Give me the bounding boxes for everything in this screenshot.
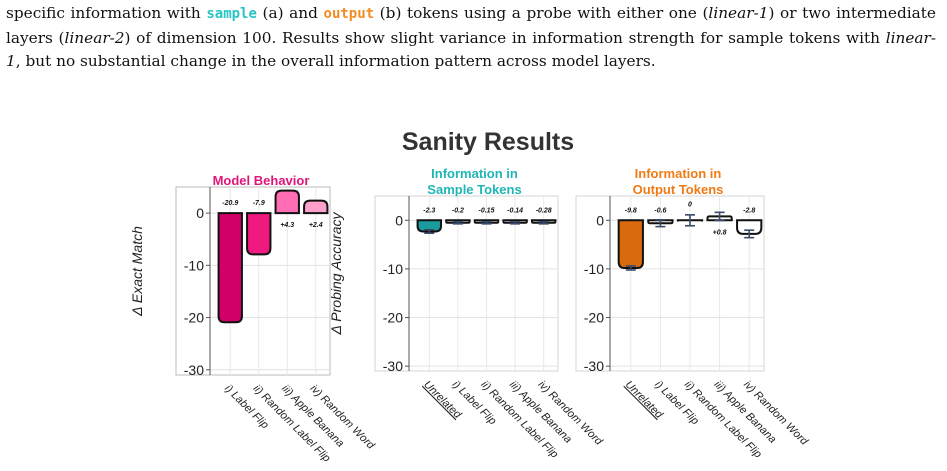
figure-caption: specific information with sample (a) and…: [6, 2, 936, 74]
caption-text-1: specific information with: [6, 4, 207, 22]
bar: [217, 212, 243, 324]
y-tick-label: -10: [383, 261, 403, 277]
caption-text-6: , but no substantial change in the overa…: [15, 52, 656, 70]
y-tick-label: -30: [383, 358, 403, 374]
y-tick-label: -10: [584, 261, 604, 277]
panel-frame-3: [575, 195, 765, 372]
y-tick-label: -30: [584, 358, 604, 374]
data-label: -0.14: [507, 207, 523, 214]
bar: [274, 189, 300, 215]
panel-title-3: Information in: [635, 166, 722, 181]
data-label: +0.8: [713, 229, 727, 236]
caption-text-3: (b) tokens using a probe with either one…: [374, 4, 709, 22]
panel-title-3: Output Tokens: [633, 182, 724, 197]
y-tick-label: -30: [184, 362, 204, 378]
bar: [246, 212, 272, 256]
output-token: output: [323, 6, 375, 22]
caption-linear-2: linear-2: [64, 28, 125, 47]
data-label: -2.3: [423, 207, 435, 214]
y-tick-label: 0: [596, 212, 604, 228]
bar: [676, 219, 704, 222]
panel-title-1: Model Behavior: [213, 173, 310, 188]
sample-token: sample: [206, 6, 257, 22]
data-label: -2.8: [743, 207, 755, 214]
data-label: -20.9: [222, 200, 238, 207]
panel-title-2: Information in: [431, 166, 518, 181]
caption-text-5: ) of dimension 100. Results show slight …: [124, 28, 886, 47]
data-label: -0.6: [654, 207, 666, 214]
chart-title: Sanity Results: [402, 128, 574, 156]
bar: [303, 199, 329, 215]
y-axis-label: Δ Exact Match: [129, 226, 145, 317]
data-label: -0.28: [536, 207, 552, 214]
data-label: -7.9: [253, 200, 265, 207]
caption-linear-1b: linear-1: [6, 28, 936, 71]
y-tick-label: -20: [184, 310, 204, 326]
data-label: 0: [688, 201, 692, 208]
bar: [617, 219, 644, 269]
caption-text-2: (a) and: [256, 4, 324, 22]
data-label: -0.15: [479, 207, 495, 214]
y-tick-label: 0: [395, 212, 403, 228]
data-label: +4.3: [280, 222, 294, 229]
y-tick-label: -10: [184, 257, 204, 273]
data-label: -9.8: [625, 207, 637, 214]
panel-title-2: Sample Tokens: [427, 182, 521, 197]
caption-linear-1: linear-1: [708, 4, 769, 22]
data-label: +2.4: [309, 222, 323, 229]
y-tick-label: -20: [383, 310, 403, 326]
caption-text-4: ) or two intermediate layers (: [6, 4, 936, 47]
bar: [416, 219, 443, 233]
y-tick-label: 0: [196, 205, 204, 221]
y-tick-label: -20: [584, 310, 604, 326]
y-axis-label: Δ Probing Accuracy: [328, 212, 344, 336]
data-label: -0.2: [452, 207, 464, 214]
bar: [736, 219, 763, 235]
panel-frame-2: [374, 195, 559, 372]
